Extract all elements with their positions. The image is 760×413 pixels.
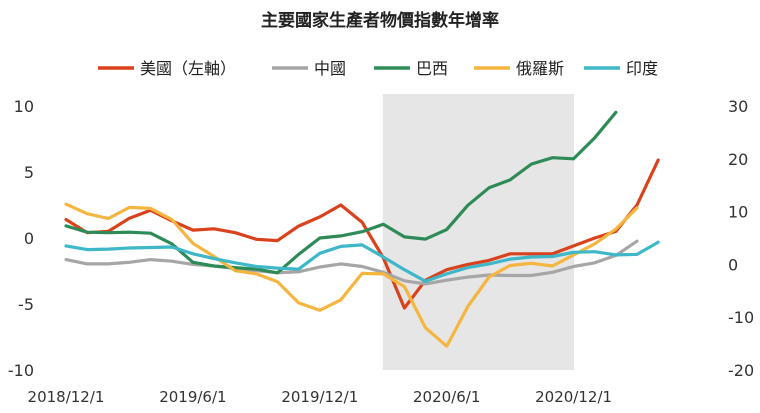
legend-label: 巴西 [416, 59, 448, 78]
x-tick-label: 2020/6/1 [413, 388, 480, 406]
axes: 10 5 0 -5 -10 30 20 10 0 -10 -20 2018/12/1 2019/6/1 2… [8, 97, 754, 406]
right-tick-label: 0 [728, 255, 738, 274]
series-line-1 [64, 239, 639, 286]
right-tick-label: 10 [728, 203, 748, 222]
legend-item-4: 印度 [584, 59, 658, 78]
legend-label: 俄羅斯 [516, 59, 564, 78]
legend-label: 印度 [626, 59, 658, 78]
shaded-period [382, 94, 575, 370]
left-tick-label: 10 [14, 97, 34, 116]
right-tick-label: 30 [728, 97, 748, 116]
series-line-4 [64, 240, 660, 283]
x-tick-label: 2020/12/1 [535, 388, 612, 406]
right-tick-label: 20 [728, 150, 748, 169]
right-tick-label: -20 [728, 361, 754, 380]
legend-label: 美國（左軸） [140, 59, 236, 78]
series-line-3 [64, 202, 639, 348]
legend-item-2: 巴西 [374, 59, 448, 78]
left-tick-label: 0 [24, 229, 34, 248]
chart-title: 主要國家生產者物價指數年增率 [261, 10, 499, 31]
legend: 美國（左軸） 中國 巴西 俄羅斯 印度 [98, 59, 658, 78]
x-tick-label: 2019/12/1 [281, 388, 358, 406]
plot-area [64, 94, 660, 370]
series-line-2 [64, 110, 618, 275]
left-tick-label: 5 [24, 163, 34, 182]
left-tick-label: -10 [8, 361, 34, 380]
x-tick-label: 2019/6/1 [159, 388, 226, 406]
legend-item-0: 美國（左軸） [98, 59, 236, 78]
right-tick-label: -10 [728, 308, 754, 327]
x-tick-label: 2018/12/1 [28, 388, 105, 406]
legend-label: 中國 [314, 59, 346, 78]
left-tick-label: -5 [18, 295, 34, 314]
legend-item-1: 中國 [272, 59, 346, 78]
legend-item-3: 俄羅斯 [474, 59, 564, 78]
